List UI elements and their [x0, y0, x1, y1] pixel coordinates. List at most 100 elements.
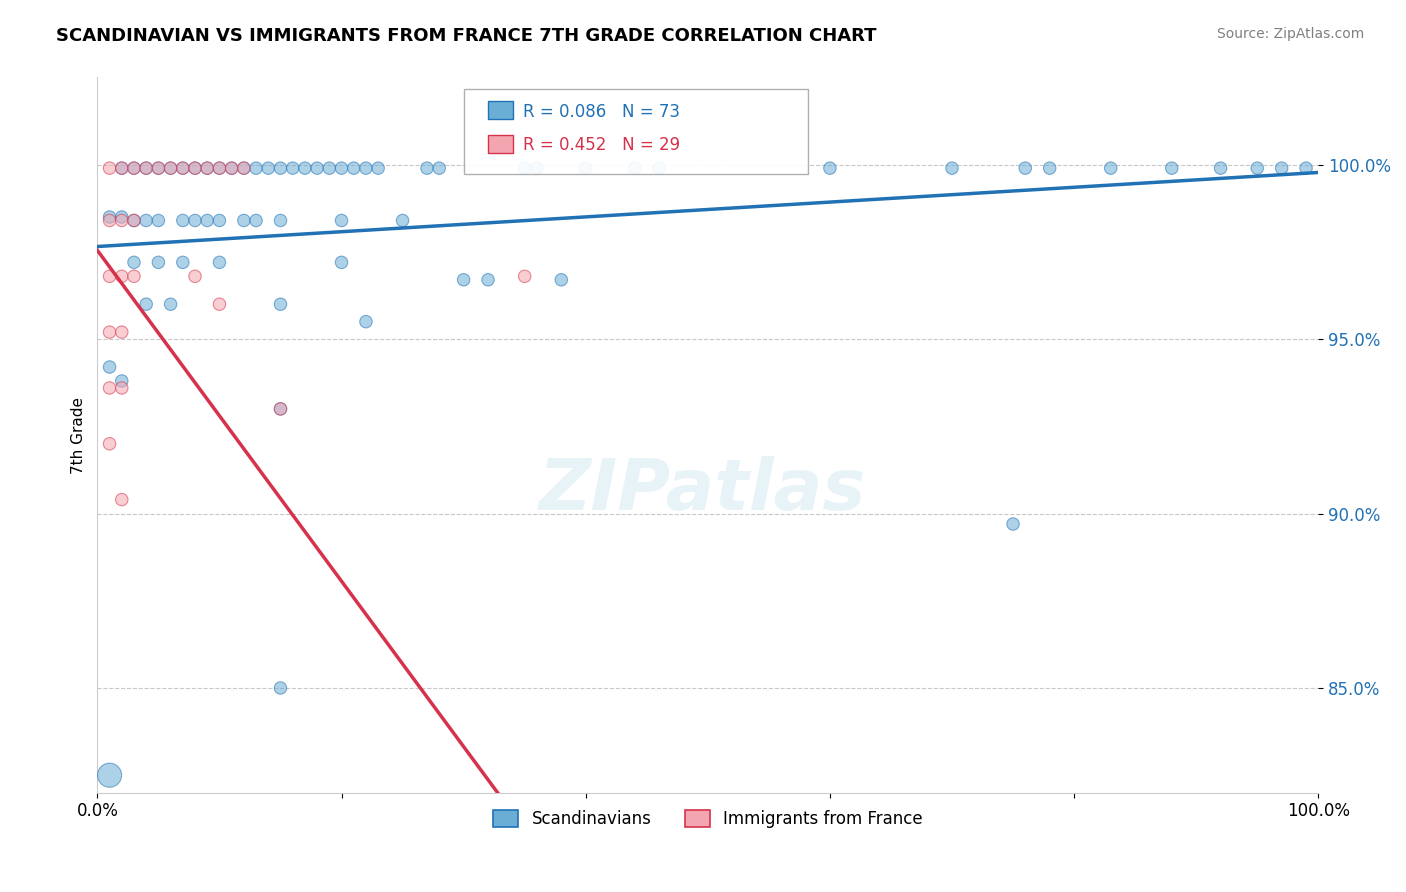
- Point: [623, 161, 645, 176]
- Point: [281, 161, 304, 176]
- Point: [269, 297, 291, 311]
- Point: [453, 273, 475, 287]
- Point: [354, 315, 377, 329]
- Point: [208, 297, 231, 311]
- Point: [318, 161, 340, 176]
- Point: [221, 161, 243, 176]
- Point: [195, 161, 218, 176]
- Point: [550, 273, 572, 287]
- Text: Source: ZipAtlas.com: Source: ZipAtlas.com: [1216, 27, 1364, 41]
- Point: [111, 269, 134, 284]
- Point: [172, 161, 194, 176]
- Point: [111, 492, 134, 507]
- Point: [159, 161, 181, 176]
- Point: [208, 161, 231, 176]
- Point: [172, 255, 194, 269]
- Point: [1295, 161, 1317, 176]
- Y-axis label: 7th Grade: 7th Grade: [72, 397, 86, 474]
- Point: [148, 161, 170, 176]
- Point: [941, 161, 963, 176]
- Point: [159, 297, 181, 311]
- Point: [526, 161, 548, 176]
- Point: [1209, 161, 1232, 176]
- Point: [148, 255, 170, 269]
- Point: [232, 213, 254, 227]
- Point: [245, 213, 267, 227]
- Point: [257, 161, 280, 176]
- Point: [122, 161, 145, 176]
- Point: [111, 213, 134, 227]
- Point: [148, 213, 170, 227]
- Point: [294, 161, 316, 176]
- Point: [269, 401, 291, 416]
- Point: [330, 161, 353, 176]
- Point: [122, 213, 145, 227]
- Point: [208, 161, 231, 176]
- Point: [111, 374, 134, 388]
- Point: [98, 210, 121, 224]
- Point: [1039, 161, 1062, 176]
- Point: [111, 161, 134, 176]
- Text: SCANDINAVIAN VS IMMIGRANTS FROM FRANCE 7TH GRADE CORRELATION CHART: SCANDINAVIAN VS IMMIGRANTS FROM FRANCE 7…: [56, 27, 877, 45]
- Point: [184, 269, 207, 284]
- Point: [1002, 516, 1025, 531]
- Point: [269, 213, 291, 227]
- Point: [111, 210, 134, 224]
- Point: [330, 255, 353, 269]
- Point: [245, 161, 267, 176]
- Point: [269, 401, 291, 416]
- Point: [135, 161, 157, 176]
- Point: [172, 213, 194, 227]
- Point: [221, 161, 243, 176]
- Point: [208, 255, 231, 269]
- Point: [477, 273, 499, 287]
- Legend: Scandinavians, Immigrants from France: Scandinavians, Immigrants from France: [486, 803, 929, 834]
- Point: [148, 161, 170, 176]
- Text: ZIPatlas: ZIPatlas: [540, 456, 866, 525]
- Point: [195, 161, 218, 176]
- Point: [184, 213, 207, 227]
- Point: [427, 161, 450, 176]
- Point: [98, 359, 121, 374]
- Point: [513, 269, 536, 284]
- Point: [1160, 161, 1182, 176]
- Point: [307, 161, 329, 176]
- Point: [98, 213, 121, 227]
- Point: [391, 213, 413, 227]
- Text: R = 0.452   N = 29: R = 0.452 N = 29: [523, 136, 681, 154]
- Point: [416, 161, 439, 176]
- Point: [208, 213, 231, 227]
- Point: [330, 213, 353, 227]
- Point: [354, 161, 377, 176]
- Point: [122, 269, 145, 284]
- Point: [98, 381, 121, 395]
- Point: [513, 161, 536, 176]
- Point: [135, 297, 157, 311]
- Point: [232, 161, 254, 176]
- Point: [1271, 161, 1294, 176]
- Point: [343, 161, 366, 176]
- Point: [135, 161, 157, 176]
- Point: [1099, 161, 1122, 176]
- Point: [98, 768, 121, 782]
- Point: [195, 213, 218, 227]
- Point: [111, 325, 134, 339]
- Point: [232, 161, 254, 176]
- Point: [159, 161, 181, 176]
- Point: [111, 381, 134, 395]
- Point: [184, 161, 207, 176]
- Point: [98, 161, 121, 176]
- Point: [1246, 161, 1268, 176]
- Point: [122, 161, 145, 176]
- Point: [269, 161, 291, 176]
- Point: [98, 436, 121, 450]
- Point: [1014, 161, 1036, 176]
- Point: [98, 325, 121, 339]
- Point: [172, 161, 194, 176]
- Point: [111, 161, 134, 176]
- Point: [122, 213, 145, 227]
- Point: [818, 161, 841, 176]
- Point: [98, 269, 121, 284]
- Point: [184, 161, 207, 176]
- Point: [575, 161, 598, 176]
